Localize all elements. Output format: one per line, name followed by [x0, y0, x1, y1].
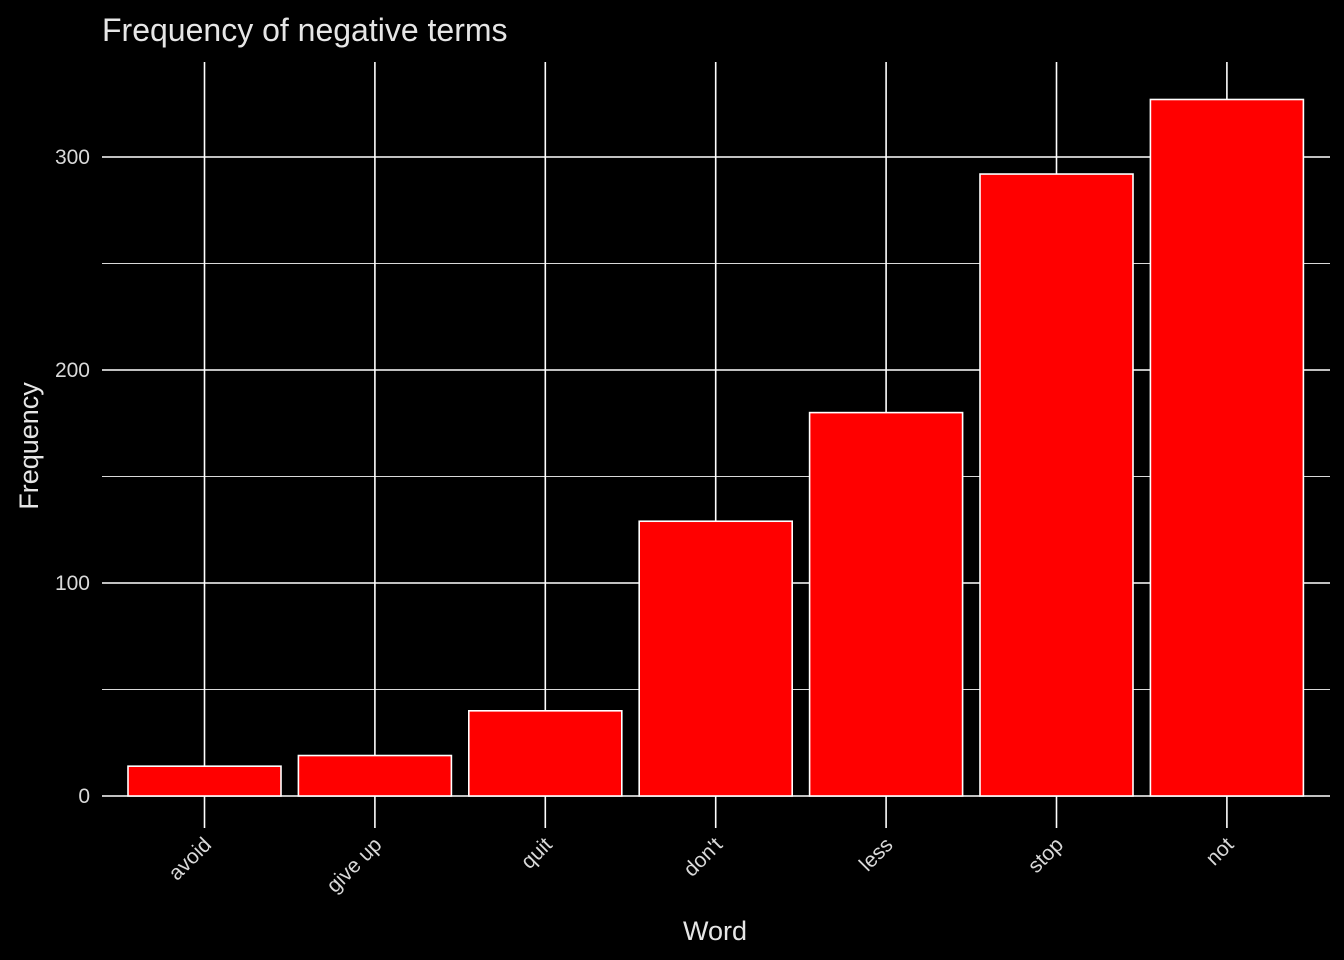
x-tick-label: not	[1202, 833, 1239, 870]
x-tick-label: less	[855, 833, 898, 876]
x-tick-label: avoid	[164, 833, 216, 885]
y-tick-label: 100	[55, 572, 90, 595]
x-tick-label: quit	[517, 833, 557, 873]
x-axis-title: Word	[683, 916, 747, 946]
bar-don-t	[638, 520, 794, 797]
y-tick-label: 300	[55, 146, 90, 169]
y-axis-title: Frequency	[14, 382, 44, 510]
x-tick-label: stop	[1024, 833, 1068, 877]
bar-quit	[467, 709, 623, 797]
bar-less	[808, 411, 964, 797]
bar-give-up	[297, 754, 453, 797]
x-tick-label: give up	[322, 833, 386, 897]
bar-not	[1149, 98, 1305, 797]
bar-avoid	[127, 765, 282, 797]
y-tick-label: 200	[55, 359, 90, 382]
bars	[127, 98, 1305, 797]
y-tick-label: 0	[78, 785, 90, 808]
x-tick-label: don't	[679, 833, 727, 881]
chart-title: Frequency of negative terms	[102, 12, 508, 48]
bar-stop	[979, 173, 1134, 797]
